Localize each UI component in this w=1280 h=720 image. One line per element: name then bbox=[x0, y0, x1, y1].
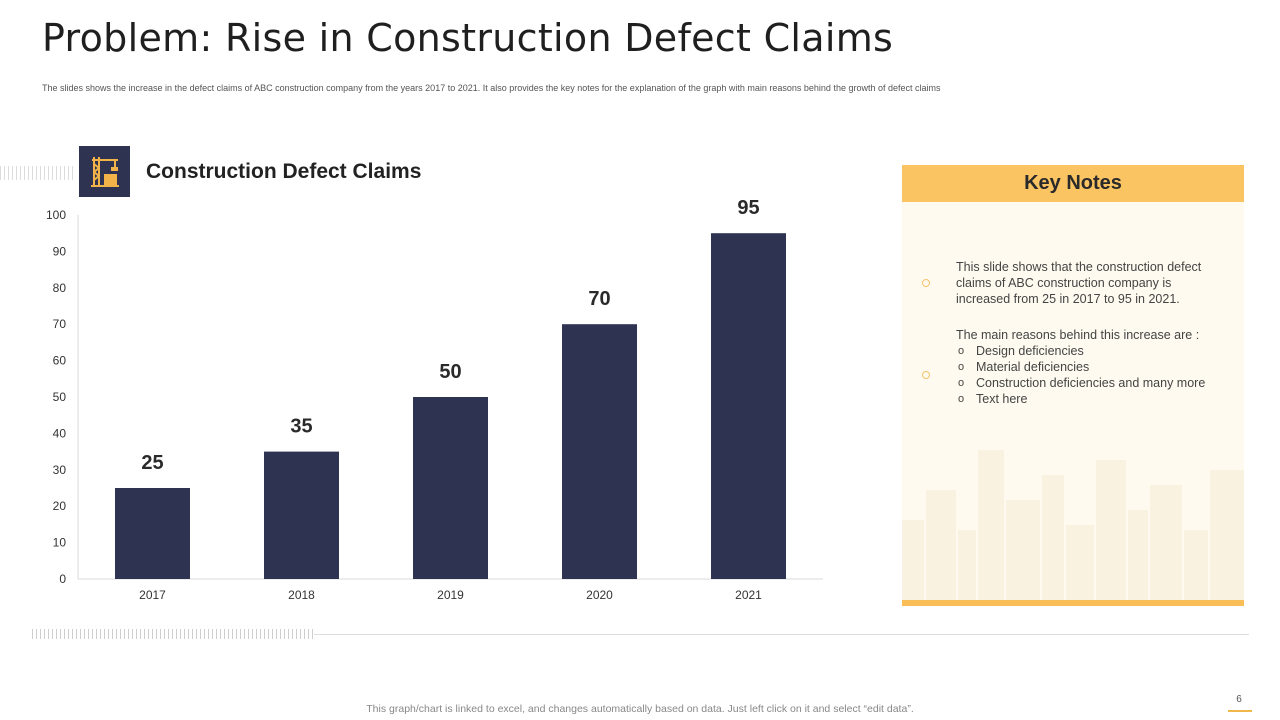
y-tick-label: 80 bbox=[53, 281, 67, 295]
x-tick-label: 2021 bbox=[735, 588, 762, 602]
page-number: 6 bbox=[1236, 694, 1242, 705]
footer-decorative-hatch bbox=[32, 629, 314, 639]
bar bbox=[413, 397, 488, 579]
x-tick-label: 2017 bbox=[139, 588, 166, 602]
key-notes-header: Key Notes bbox=[902, 165, 1244, 202]
y-tick-label: 30 bbox=[53, 463, 67, 477]
page-title: Problem: Rise in Construction Defect Cla… bbox=[42, 16, 894, 60]
note-bullet-icon bbox=[922, 371, 930, 379]
y-tick-label: 50 bbox=[53, 390, 67, 404]
bar bbox=[264, 451, 339, 579]
data-label: 70 bbox=[588, 288, 610, 310]
data-label: 50 bbox=[439, 361, 461, 383]
bar bbox=[711, 233, 786, 579]
y-tick-label: 60 bbox=[53, 354, 67, 368]
key-notes-bottom-bar bbox=[902, 600, 1244, 606]
y-tick-label: 90 bbox=[53, 244, 67, 258]
crane-icon bbox=[90, 156, 119, 187]
y-tick-label: 20 bbox=[53, 499, 67, 513]
city-skyline-watermark bbox=[902, 450, 1244, 600]
data-label: 25 bbox=[141, 452, 163, 474]
key-notes-title: Key Notes bbox=[1024, 172, 1122, 194]
page-subtitle: The slides shows the increase in the def… bbox=[42, 83, 941, 93]
y-tick-label: 10 bbox=[53, 536, 67, 550]
list-item: Text here bbox=[956, 391, 1226, 407]
list-item: Design deficiencies bbox=[956, 343, 1226, 359]
x-tick-label: 2018 bbox=[288, 588, 315, 602]
list-item: Construction deficiencies and many more bbox=[956, 375, 1226, 391]
x-tick-label: 2020 bbox=[586, 588, 613, 602]
key-notes-panel: Key Notes This slide shows that the cons… bbox=[902, 165, 1244, 606]
y-tick-label: 0 bbox=[59, 572, 66, 586]
chart-heading-icon-box bbox=[79, 146, 130, 197]
y-tick-label: 70 bbox=[53, 317, 67, 331]
bar-chart: 0 10 20 30 40 50 60 70 80 90 100 25 2017 35 2018 50 2019… bbox=[46, 197, 823, 602]
list-item: Material deficiencies bbox=[956, 359, 1226, 375]
y-tick-label: 100 bbox=[46, 208, 66, 222]
page-number-underline bbox=[1228, 710, 1252, 712]
footer-note: This graph/chart is linked to excel, and… bbox=[366, 703, 914, 715]
key-note-2-intro: The main reasons behind this increase ar… bbox=[956, 328, 1200, 342]
key-note-1: This slide shows that the construction d… bbox=[956, 260, 1202, 306]
y-tick-label: 40 bbox=[53, 426, 67, 440]
footer-divider bbox=[314, 634, 1249, 635]
bar bbox=[115, 488, 190, 579]
data-label: 95 bbox=[737, 197, 759, 219]
reasons-list: Design deficiencies Material deficiencie… bbox=[956, 343, 1226, 407]
decorative-hatch bbox=[0, 166, 76, 180]
x-tick-label: 2019 bbox=[437, 588, 464, 602]
chart-heading: Construction Defect Claims bbox=[146, 160, 422, 183]
data-label: 35 bbox=[290, 416, 312, 438]
note-bullet-icon bbox=[922, 279, 930, 287]
bar bbox=[562, 324, 637, 579]
